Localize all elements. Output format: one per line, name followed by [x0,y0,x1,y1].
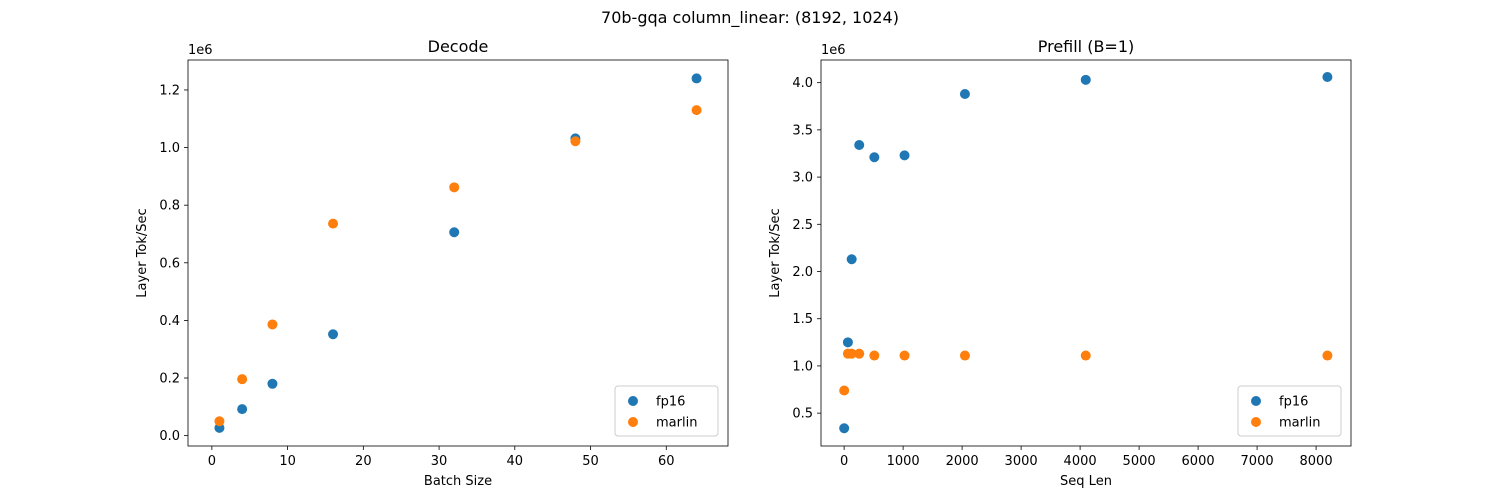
legend-marker-fp16 [1251,396,1261,406]
axes-title: Decode [428,37,489,56]
data-point-fp16 [869,152,880,163]
data-point-fp16 [899,150,910,161]
data-point-marlin [854,348,865,359]
data-point-fp16 [959,88,970,99]
data-point-fp16 [237,404,248,415]
y-tick-label: 0.5 [792,407,813,422]
series-marlin [214,105,702,427]
series-marlin [839,348,1333,396]
figure-title: 70b-gqa column_linear: (8192, 1024) [601,8,899,28]
y-axis-label: Layer Tok/Sec [768,208,783,297]
axes-title: Prefill (B=1) [1038,37,1135,56]
x-tick-label: 6000 [1182,454,1215,469]
y-tick-label: 0.2 [159,372,180,387]
legend-box [1237,385,1342,437]
legend-box [614,385,719,437]
x-tick-label: 30 [431,454,448,469]
data-point-marlin [570,136,581,147]
data-point-fp16 [1322,71,1333,82]
data-point-fp16 [328,329,339,340]
y-tick-label: 0.8 [159,199,180,214]
legend: fp16 marlin [1237,385,1342,437]
y-tick-label: 0.6 [159,256,180,271]
data-point-fp16 [846,254,857,265]
data-point-fp16 [854,139,865,150]
data-point-marlin [1080,350,1091,361]
y-axis-label: Layer Tok/Sec [135,208,150,297]
x-tick-label: 20 [355,454,372,469]
x-axis-label: Seq Len [1060,474,1112,489]
y-tick-label: 1.0 [792,359,813,374]
y-tick-label: 2.5 [792,218,813,233]
axes-frame [187,59,729,447]
x-axis-label: Batch Size [424,474,492,489]
data-point-marlin [214,416,225,427]
data-point-marlin [237,374,248,385]
legend-label-fp16: fp16 [656,395,685,410]
data-point-fp16 [1080,74,1091,85]
y-tick-label: 1.2 [159,83,180,98]
x-tick-label: 5000 [1123,454,1156,469]
axes-prefill: Prefill (B=1) 0 1000 2000 3000 4000 5000 6000 70… [768,37,1352,489]
legend-marker-fp16 [628,396,638,406]
x-tick-label: 2000 [946,454,979,469]
data-point-fp16 [449,227,460,238]
series-fp16 [839,71,1333,434]
x-tick-label: 60 [658,454,675,469]
x-tick-label: 1000 [887,454,920,469]
data-point-fp16 [267,378,278,389]
data-point-marlin [267,319,278,330]
legend-label-marlin: marlin [1279,416,1320,431]
data-point-marlin [869,350,880,361]
x-tick-label: 10 [279,454,296,469]
y-tick-label: 1.5 [792,312,813,327]
data-point-marlin [959,350,970,361]
legend-label-marlin: marlin [656,416,697,431]
y-tick-label: 0.4 [159,314,180,329]
legend: fp16 marlin [614,385,719,437]
y-tick-label: 1.0 [159,141,180,156]
legend-label-fp16: fp16 [1279,395,1308,410]
axes-frame [820,59,1352,447]
legend-marker-marlin [628,417,638,427]
data-point-marlin [1322,350,1333,361]
data-point-marlin [899,350,910,361]
axes-decode: Decode 0 10 20 30 40 50 60 0.0 0.2 0.4 0.6 0.8 1.0 1.2… [135,37,729,489]
y-tick-label: 2.0 [792,265,813,280]
x-tick-label: 0 [208,454,216,469]
data-point-fp16 [691,73,702,84]
data-point-fp16 [839,423,850,434]
data-point-marlin [449,182,460,193]
x-tick-label: 4000 [1064,454,1097,469]
legend-marker-marlin [1251,417,1261,427]
data-point-fp16 [842,337,853,348]
data-point-marlin [328,218,339,229]
y-tick-label: 3.5 [792,123,813,138]
data-point-marlin [846,348,857,359]
y-offset-label: 1e6 [188,43,213,58]
x-tick-label: 0 [840,454,848,469]
y-tick-label: 3.0 [792,171,813,186]
x-tick-label: 7000 [1241,454,1274,469]
x-tick-label: 40 [507,454,524,469]
x-tick-label: 8000 [1300,454,1333,469]
y-offset-label: 1e6 [821,43,846,58]
y-tick-label: 4.0 [792,76,813,91]
data-point-marlin [839,385,850,396]
x-tick-label: 50 [582,454,599,469]
data-point-marlin [691,105,702,116]
axes-container: Decode 0 10 20 30 40 50 60 0.0 0.2 0.4 0.6 0.8 1.0 1.2… [135,37,1352,489]
y-tick-label: 0.0 [159,429,180,444]
x-tick-label: 3000 [1005,454,1038,469]
